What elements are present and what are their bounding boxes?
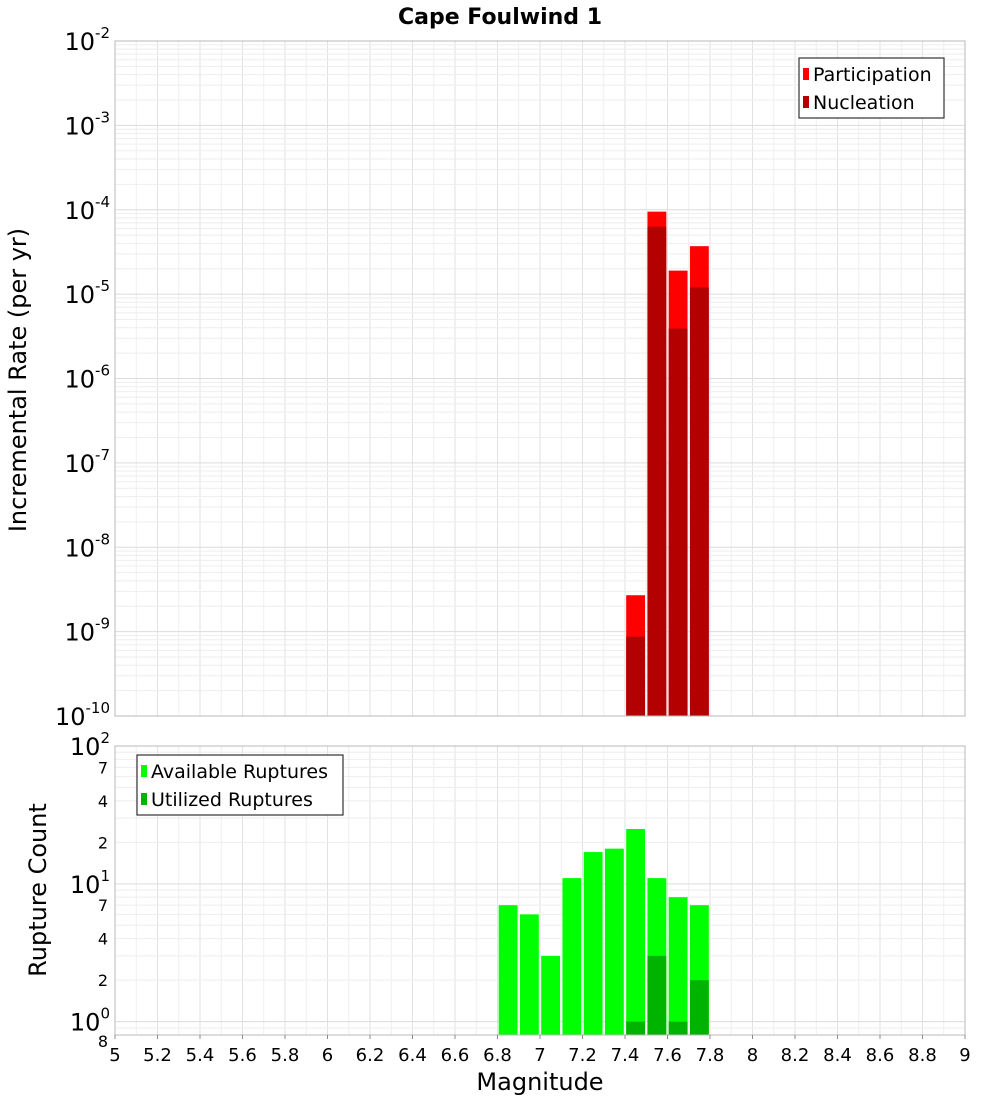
x-tick-label: 7 [534,1045,545,1066]
x-tick-label: 7.6 [653,1045,682,1066]
rate-y-tick-label: 10-7 [64,446,110,478]
count-y-axis-label: Rupture Count [24,803,52,977]
count-bar-available-ruptures [498,905,518,1035]
x-tick-label: 5.8 [271,1045,300,1066]
x-tick-label: 6.4 [398,1045,427,1066]
count-y-minor-tick-label: 7 [98,896,108,915]
rate-y-tick-label: 10-10 [55,699,110,731]
rate-y-tick-label: 10-6 [64,362,110,394]
count-y-minor-tick-label: 2 [98,971,108,990]
count-legend: Available Ruptures Utilized Ruptures [136,754,344,816]
x-tick-label: 9 [959,1045,970,1066]
x-tick-label: 7.8 [696,1045,725,1066]
rate-bar-nucleation [689,287,709,716]
x-tick-label: 6.6 [441,1045,470,1066]
rate-bar-nucleation [668,328,688,716]
x-tick-label: 6 [322,1045,333,1066]
count-legend-swatch [141,765,147,777]
rate-legend-swatch [803,96,809,108]
x-tick-label: 7.2 [568,1045,597,1066]
rate-panel: 10-10 10-9 10-8 10-7 10-6 10-5 10-4 10-3 10-2 Par… [55,24,966,731]
count-bar-available-ruptures [562,878,582,1035]
count-y-tick-label: 102 [70,729,110,761]
x-tick-label: 6.8 [483,1045,512,1066]
count-bar-available-ruptures [519,914,539,1035]
x-tick-label: 5.6 [228,1045,257,1066]
rate-y-tick-label: 10-5 [64,277,110,309]
x-tick-label: 8.6 [866,1045,895,1066]
count-legend-label: Utilized Ruptures [151,789,313,811]
x-tick-label: 5.2 [143,1045,172,1066]
count-bar-utilized-ruptures [647,955,667,1035]
count-y-minor-tick-label: 7 [98,758,108,777]
count-bar-available-ruptures [626,828,646,1035]
count-bar-utilized-ruptures [626,1021,646,1035]
x-axis-label: Magnitude [476,1068,603,1096]
x-tick-label: 8.2 [781,1045,810,1066]
rate-legend-label: Nucleation [813,92,915,114]
rate-y-tick-label: 10-9 [64,615,110,647]
count-bar-utilized-ruptures [689,980,709,1035]
rate-legend-box [798,57,945,119]
x-tick-label: 8.4 [823,1045,852,1066]
count-bar-available-ruptures [541,955,561,1035]
rate-bar-nucleation [626,636,646,716]
x-tick-label: 8 [747,1045,758,1066]
x-tick-label: 5.4 [186,1045,215,1066]
chart-title: Cape Foulwind 1 [398,5,602,30]
rate-y-tick-label: 10-2 [64,24,110,56]
x-tick-label: 7.4 [611,1045,640,1066]
x-tick-label: 6.2 [356,1045,385,1066]
count-y-minor-tick-label: 8 [98,1032,108,1051]
rate-y-tick-label: 10-3 [64,108,110,140]
count-legend-box [136,754,344,816]
count-panel: 100 101 102 8 2 4 7 2 4 7 Available Ruptures Utiliz… [70,729,971,1066]
x-tick-label: 8.8 [908,1045,937,1066]
count-legend-swatch [141,793,147,805]
rate-legend-swatch [803,68,809,80]
rate-y-tick-label: 10-8 [64,530,110,562]
count-bar-available-ruptures [604,848,624,1035]
rate-y-axis-label: Incremental Rate (per yr) [4,228,32,532]
count-bar-available-ruptures [583,852,603,1035]
count-legend-label: Available Ruptures [151,761,328,783]
count-bar-utilized-ruptures [668,1021,688,1035]
x-tick-label: 5 [109,1045,120,1066]
rate-legend: Participation Nucleation [798,57,945,119]
count-y-minor-tick-label: 4 [98,930,108,949]
rate-bar-nucleation [647,226,667,716]
rate-frame [114,40,966,717]
count-bar-available-ruptures [668,897,688,1035]
count-y-tick-label: 100 [70,1005,110,1037]
rate-y-tick-label: 10-4 [64,193,110,225]
count-y-minor-tick-label: 4 [98,792,108,811]
count-y-minor-tick-label: 2 [98,833,108,852]
count-y-tick-label: 101 [70,867,110,899]
rate-legend-label: Participation [813,64,932,86]
